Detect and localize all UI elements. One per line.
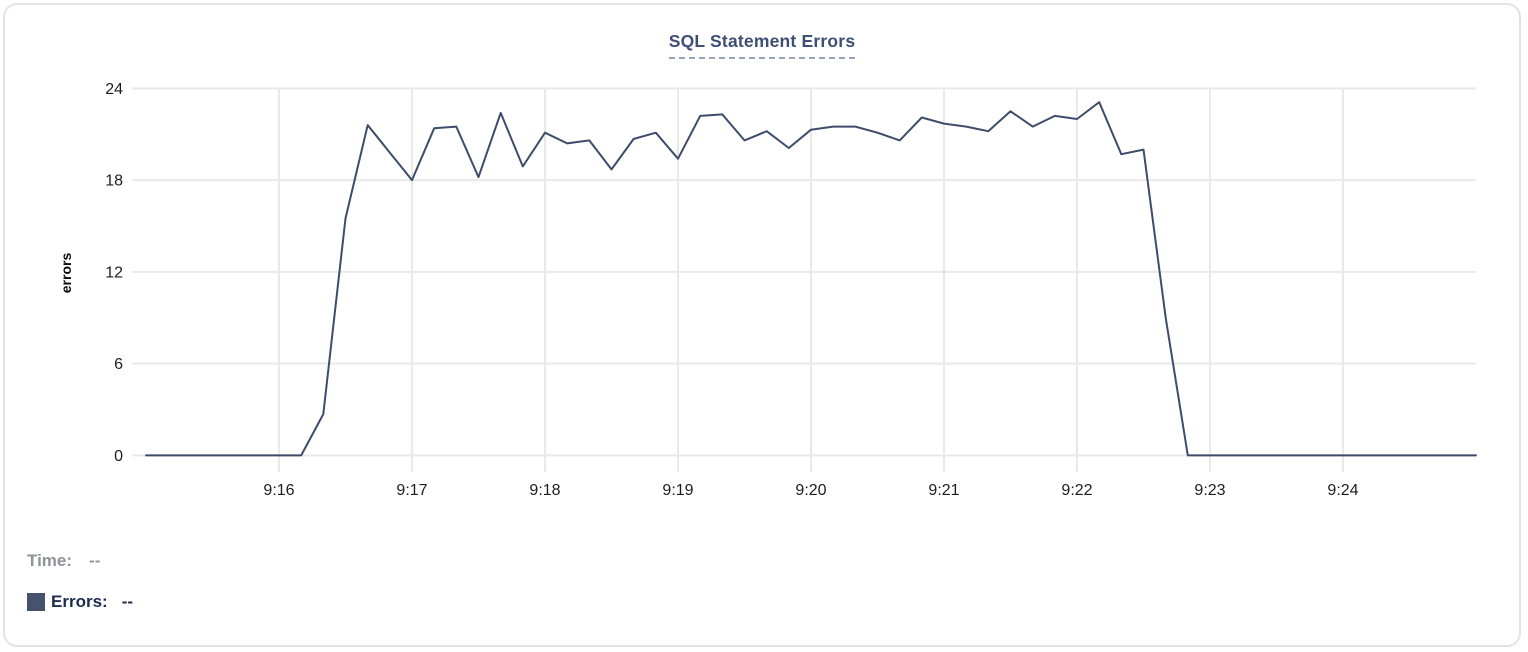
errors-chart-plot[interactable]: 0 6 12 18 24 9:16 9:17 9:18 9:19 9:20 9:21 9:22 9:23… <box>5 5 1528 517</box>
chart-title-link[interactable]: SQL Statement Errors <box>668 31 856 59</box>
chart-header: SQL Statement Errors <box>5 31 1519 59</box>
time-readout-label: Time: <box>27 551 73 570</box>
x-tick-label: 9:21 <box>928 482 959 499</box>
x-tick-label: 9:23 <box>1194 482 1225 499</box>
chart-card: SQL Statement Errors errors 0 6 12 18 24 9:16… <box>3 3 1521 647</box>
x-tick-label: 9:16 <box>263 482 294 499</box>
x-tick-label: 9:22 <box>1061 482 1092 499</box>
x-tick-label: 9:24 <box>1327 482 1358 499</box>
time-readout: Time: -- <box>27 551 100 571</box>
time-readout-value: -- <box>89 551 101 570</box>
y-tick-label: 0 <box>114 448 123 465</box>
errors-legend-label: Errors: <box>51 592 108 611</box>
errors-legend-item[interactable]: Errors: -- <box>27 592 133 612</box>
errors-series-line <box>145 101 1477 457</box>
y-tick-label: 24 <box>105 81 123 98</box>
x-tick-label: 9:20 <box>795 482 826 499</box>
x-tick-label: 9:17 <box>396 482 427 499</box>
y-tick-label: 12 <box>105 264 123 281</box>
y-tick-label: 18 <box>105 173 123 190</box>
errors-series-swatch <box>27 593 45 611</box>
x-tick-label: 9:18 <box>529 482 560 499</box>
x-tick-label: 9:19 <box>662 482 693 499</box>
errors-readout-value: -- <box>121 592 134 611</box>
y-tick-label: 6 <box>114 356 123 373</box>
